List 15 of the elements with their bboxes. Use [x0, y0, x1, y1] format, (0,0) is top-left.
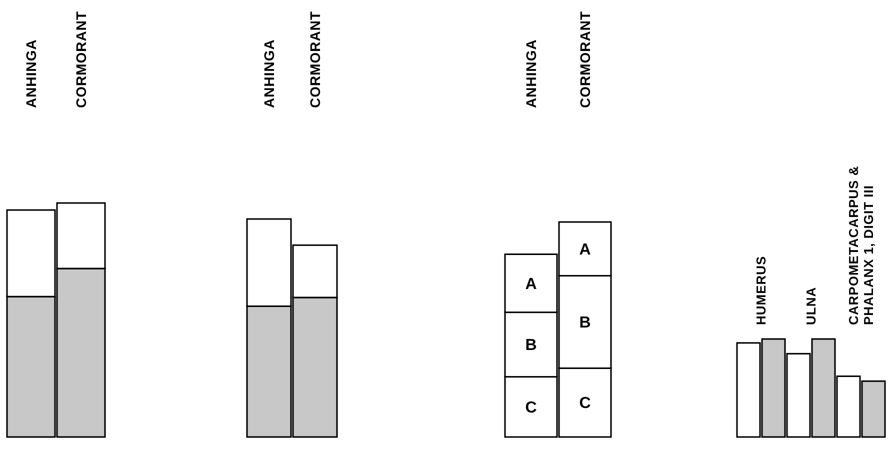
x-tick-label: CORMORANT — [72, 10, 89, 108]
x-tick-label: ANHINGA — [22, 39, 39, 108]
x-tick-label: CORMORANT — [576, 10, 593, 108]
text: A — [525, 276, 537, 293]
text: B — [579, 314, 591, 332]
x-tick-label: CARPOMETACARPUS & PHALANX 1, DIGIT III — [846, 166, 876, 325]
series-label: C — [525, 400, 538, 416]
x-tick-label: ANHINGA — [260, 39, 277, 108]
x-tick-label: ANHINGA — [522, 39, 539, 108]
text: C — [579, 395, 591, 412]
x-tick-label: HUMERUS — [754, 256, 769, 325]
series-label: B — [525, 337, 537, 354]
x-tick-label: ULNA — [804, 286, 819, 325]
x-tick-label: CORMORANT — [306, 10, 323, 108]
series-label: A — [579, 241, 592, 258]
